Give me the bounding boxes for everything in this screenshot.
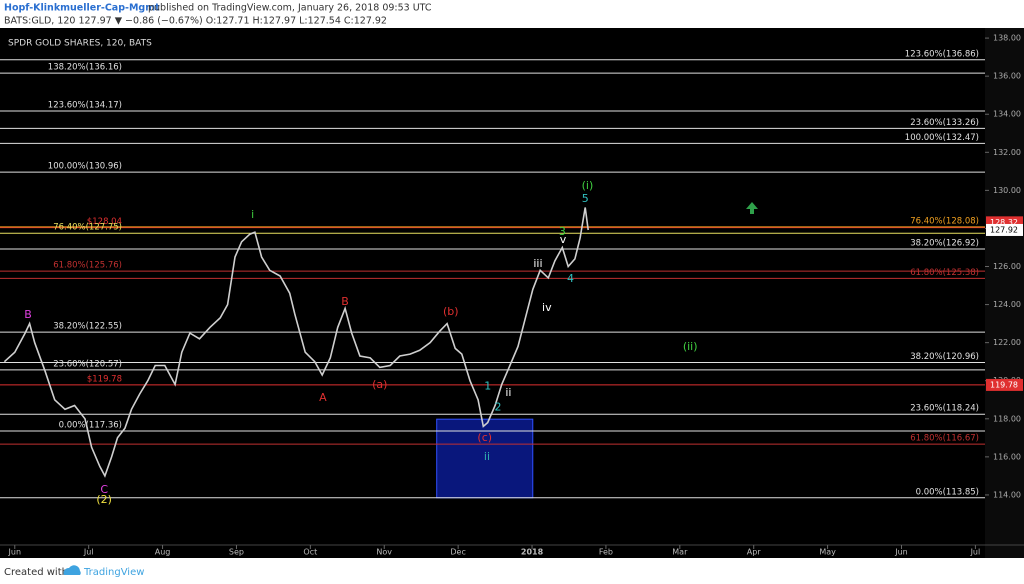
y-tick-label: 138.00 (993, 34, 1021, 43)
wave-label: (2) (96, 493, 112, 506)
level-label: $128.04 (87, 217, 122, 227)
wave-label: (ii) (683, 340, 698, 353)
x-tick-label: Jun (8, 548, 22, 557)
x-tick-label: Nov (376, 548, 392, 557)
x-tick-label: Jul (83, 548, 94, 557)
level-label: 38.20%(120.96) (910, 352, 979, 362)
price-tag (986, 378, 1023, 391)
x-tick-label: May (819, 548, 836, 557)
price-line (3, 207, 589, 478)
level-label: 76.40%(128.08) (910, 216, 979, 226)
level-label: 23.60%(133.26) (910, 118, 979, 128)
price-axis (985, 28, 1024, 558)
wave-label: i (251, 208, 254, 221)
wave-label: iii (533, 257, 542, 270)
wave-label: 3 (559, 225, 566, 238)
level-label: 61.80%(125.38) (910, 268, 979, 278)
y-tick-label: 136.00 (993, 72, 1021, 81)
chart-title: SPDR GOLD SHARES, 120, BATS (8, 39, 152, 49)
level-label: 123.60%(136.86) (905, 49, 979, 59)
x-tick-label: Feb (599, 548, 613, 557)
x-tick-label: Jul (970, 548, 981, 557)
price-tag-label: 119.78 (990, 380, 1018, 389)
y-tick-label: 116.00 (993, 452, 1021, 461)
y-tick-label: 134.00 (993, 110, 1021, 119)
wave-label: (c) (477, 431, 492, 444)
level-label: 23.60%(118.24) (910, 404, 979, 414)
level-label: 100.00%(130.96) (48, 162, 122, 172)
level-label: $119.78 (87, 374, 122, 384)
published: published on TradingView.com, January 26… (148, 3, 432, 14)
wave-label: C (100, 483, 108, 496)
level-label: 61.80%(116.67) (910, 434, 979, 444)
x-tick-label: Mar (672, 548, 688, 557)
wave-label: (a) (372, 378, 387, 391)
level-label: 138.20%(136.16) (48, 63, 122, 73)
author[interactable]: Hopf-Klinkmueller-Cap-Mgmt (4, 3, 160, 14)
wave-label: (i) (582, 179, 594, 192)
x-tick-label: Dec (450, 548, 465, 557)
y-tick-label: 122.00 (993, 338, 1021, 347)
level-label: 100.00%(132.47) (905, 133, 979, 143)
x-tick-label: 2018 (521, 548, 544, 557)
footer-created: Created with (4, 567, 68, 578)
wave-label: 1 (484, 379, 491, 392)
wave-label: 5 (582, 192, 589, 205)
wave-label: 4 (567, 272, 574, 285)
quote: BATS:GLD, 120 127.97 ▼ −0.86 (−0.67%) O:… (4, 16, 387, 27)
y-tick-label: 132.00 (993, 148, 1021, 157)
footer-brand[interactable]: TradingView (83, 567, 144, 578)
wave-label: B (341, 295, 349, 308)
x-tick-label: Aug (155, 548, 171, 557)
x-tick-label: Sep (229, 548, 244, 557)
wave-label: B (24, 308, 32, 321)
wave-label: 2 (495, 400, 502, 413)
level-label: 123.60%(134.17) (48, 100, 122, 110)
wave-label: A (319, 391, 327, 404)
x-tick-label: Oct (303, 548, 317, 557)
y-tick-label: 124.00 (993, 300, 1021, 309)
wave-label: (b) (443, 305, 459, 318)
price-tag (986, 223, 1023, 236)
wave-label: ii (484, 450, 490, 463)
level-label: 61.80%(125.76) (53, 261, 122, 271)
wave-label: iv (542, 301, 552, 314)
level-label: 38.20%(126.92) (910, 239, 979, 249)
price-tag-label: 127.92 (990, 225, 1018, 234)
x-tick-label: Apr (747, 548, 762, 557)
price-tag-label: 128.32 (990, 218, 1018, 227)
y-tick-label: 118.00 (993, 414, 1021, 423)
wave-label: ii (505, 386, 511, 399)
level-label: 0.00%(117.36) (59, 420, 122, 430)
level-label: 0.00%(113.85) (916, 487, 979, 497)
up-arrow-icon (746, 202, 758, 214)
tradingview-logo (63, 565, 81, 575)
level-label: 23.60%(120.57) (53, 359, 122, 369)
wave-label: v (560, 233, 567, 246)
level-label: 76.40%(127.75) (53, 223, 122, 233)
y-tick-label: 126.00 (993, 262, 1021, 271)
level-label: 38.20%(122.55) (53, 322, 122, 332)
x-tick-label: Jun (894, 548, 908, 557)
y-tick-label: 130.00 (993, 186, 1021, 195)
y-tick-label: 114.00 (993, 490, 1021, 499)
